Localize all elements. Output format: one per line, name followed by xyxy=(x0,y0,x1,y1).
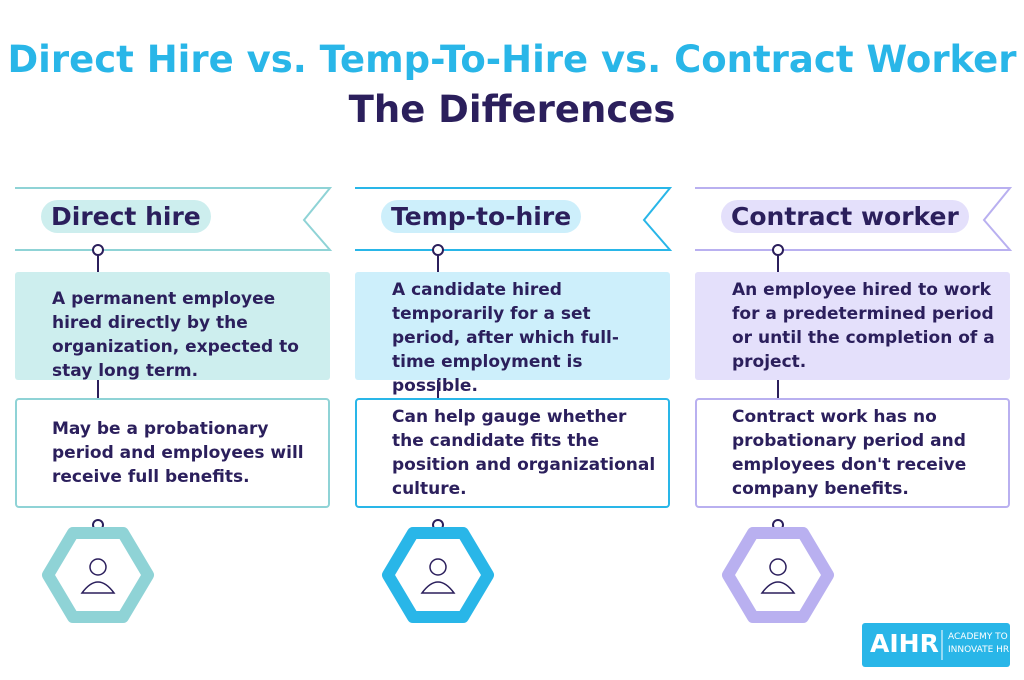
note: Can help gauge whether the candidate fit… xyxy=(392,407,656,499)
icon xyxy=(769,558,787,576)
logo-brand: AIHR xyxy=(870,629,939,658)
note-box xyxy=(355,398,670,508)
definition-box xyxy=(15,272,330,380)
definition: A permanent employee hired directly by t… xyxy=(52,289,299,381)
ribbon xyxy=(15,187,333,251)
logo-tagline: INNOVATE HR xyxy=(948,645,1010,655)
column-label: Temp-to-hire xyxy=(381,200,582,233)
ribbon xyxy=(695,187,1013,251)
icon xyxy=(760,581,796,594)
definition-box xyxy=(695,272,1010,380)
connector-dot xyxy=(432,244,444,256)
icon xyxy=(420,581,456,594)
subtitle: The Differences xyxy=(348,88,676,131)
column-label: Contract worker xyxy=(721,200,969,233)
logo-bg xyxy=(862,623,1010,667)
definition: A candidate hired temporarily for a set … xyxy=(392,280,619,396)
column-label: Direct hire xyxy=(41,200,211,233)
note-box xyxy=(15,398,330,508)
icon xyxy=(80,581,116,594)
icon xyxy=(429,558,447,576)
connector-dot xyxy=(772,244,784,256)
definition: An employee hired to work for a predeter… xyxy=(732,280,995,372)
title: Direct Hire vs. Temp-To-Hire vs. Contrac… xyxy=(7,38,1017,81)
ribbon xyxy=(355,187,673,251)
icon xyxy=(89,558,107,576)
logo-tagline: ACADEMY TO xyxy=(948,632,1008,642)
note: Contract work has no probationary period… xyxy=(732,407,967,499)
definition-box xyxy=(355,272,670,380)
note: May be a probationary period and employe… xyxy=(52,419,304,487)
note-box xyxy=(695,398,1010,508)
connector-dot xyxy=(92,244,104,256)
